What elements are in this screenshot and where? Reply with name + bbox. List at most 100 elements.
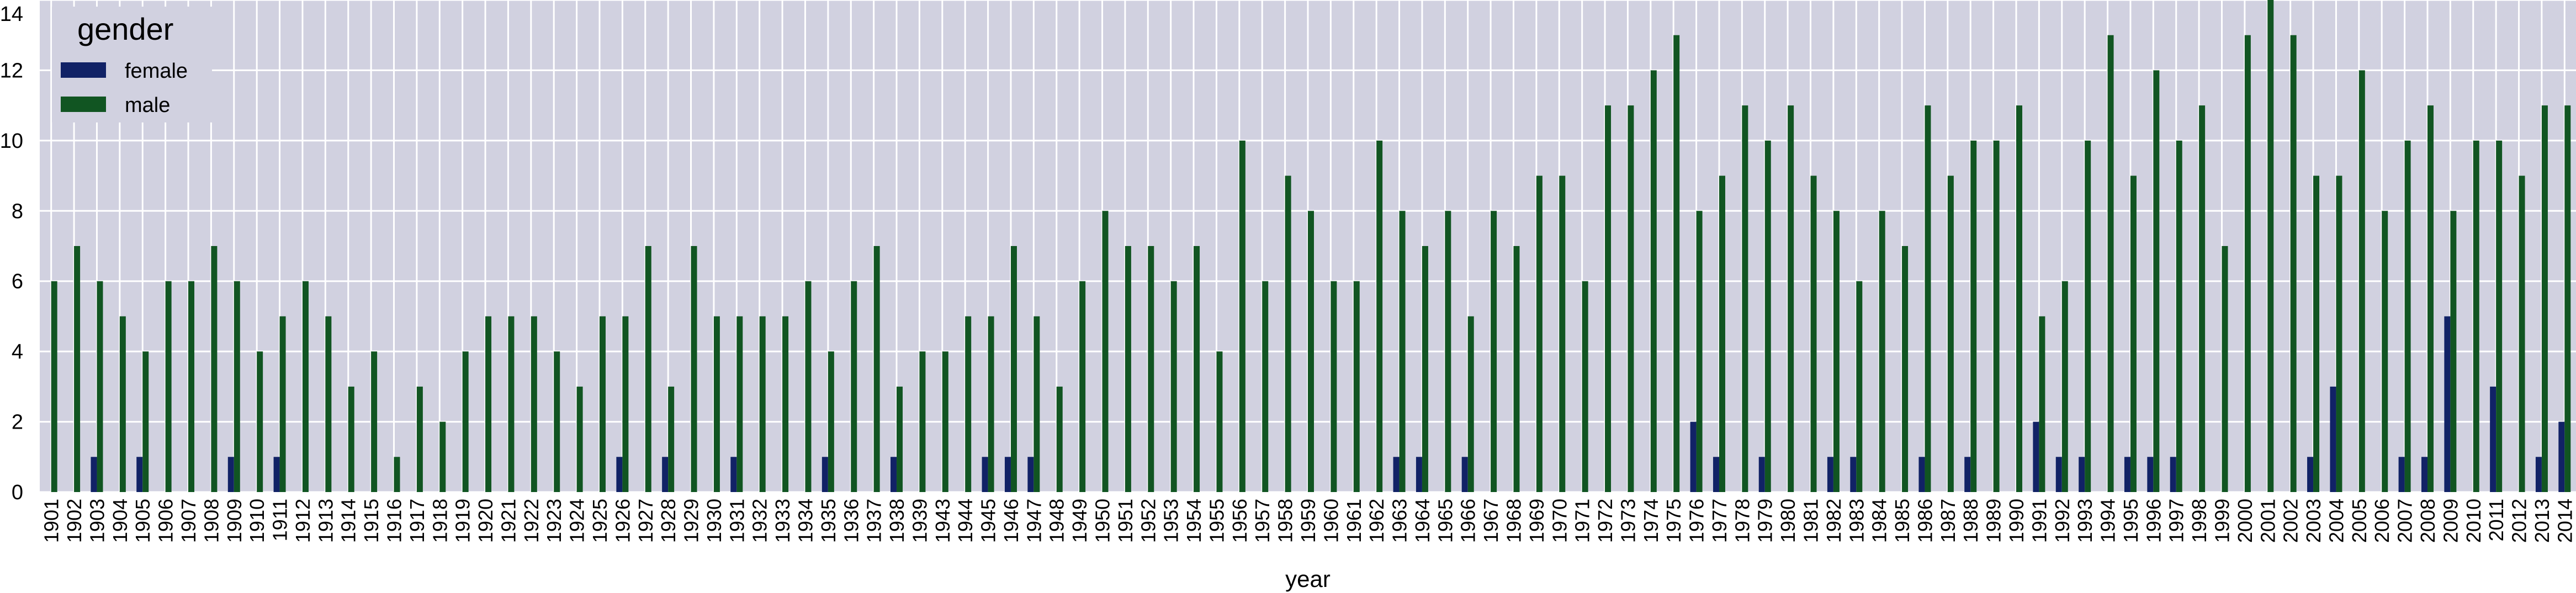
bar-male-2001 [2267,0,2274,492]
x-tick-label: 1991 [2028,499,2050,543]
x-tick-label: 1977 [1708,499,1731,543]
x-tick-label: 1918 [428,499,451,543]
x-tick-label: 1945 [977,499,1000,543]
x-tick-label: 1933 [771,499,794,543]
bar-male-1905 [142,351,149,492]
x-tick-label: 1957 [1251,499,1274,543]
x-tick-label: 1966 [1457,499,1480,543]
bar-female-1945 [982,457,988,492]
bar-male-1969 [1536,175,1543,493]
bar-male-1901 [51,281,57,492]
legend-title: gender [77,12,173,46]
x-axis-label: year [1285,566,1331,592]
x-tick-label: 1955 [1205,499,1228,543]
x-tick-label: 1932 [749,499,771,543]
bar-male-1935 [828,351,834,492]
x-tick-label: 1996 [2142,499,2165,543]
x-tick-label: 1921 [497,499,520,543]
bar-male-1928 [668,386,675,492]
x-tick-label: 1975 [1662,499,1685,543]
x-tick-label: 1935 [817,499,840,543]
bar-male-2003 [2313,175,2320,493]
bar-male-1903 [97,281,103,492]
bar-male-1943 [942,351,948,492]
x-tick-label: 1926 [611,499,634,543]
bar-male-1937 [873,246,880,492]
bar-female-1986 [1918,457,1925,492]
bar-female-1996 [2147,457,2154,492]
x-tick-label: 1906 [155,499,177,543]
x-tick-label: 2007 [2394,499,2416,543]
x-tick-label: 1988 [1959,499,1982,543]
x-tick-label: 1920 [474,499,497,543]
x-tick-label: 1990 [2005,499,2028,543]
x-tick-label: 1954 [1183,499,1205,543]
bar-male-1984 [1879,211,1885,492]
x-tick-label: 2013 [2531,499,2553,543]
bar-male-1936 [851,281,857,492]
x-tick-label: 1908 [200,499,222,543]
x-tick-label: 1915 [360,499,383,543]
bar-male-1948 [1056,386,1063,492]
bar-male-1915 [371,351,378,492]
legend: gender female male [52,7,212,122]
bar-male-1968 [1513,246,1520,492]
y-tick-label: 14 [0,3,23,26]
bar-male-1926 [622,316,629,492]
x-tick-label: 1907 [177,499,200,543]
x-tick-label: 1986 [1914,499,1936,543]
bar-male-1975 [1673,35,1680,492]
bar-female-1997 [2170,457,2176,492]
bar-male-1913 [325,316,332,492]
x-tick-label: 1950 [1091,499,1114,543]
bar-female-2011 [2490,386,2497,492]
x-tick-label: 2006 [2371,499,2393,543]
x-tick-label: 1905 [131,499,154,543]
bar-male-1999 [2222,246,2228,492]
bar-male-1918 [439,421,446,492]
x-tick-label: 1973 [1616,499,1639,543]
x-tick-label: 1979 [1754,499,1777,543]
x-tick-label: 1985 [1891,499,1914,543]
x-tick-label: 1903 [86,499,108,543]
bar-male-2004 [2336,175,2342,493]
x-tick-label: 1976 [1685,499,1708,543]
y-tick-label: 12 [0,59,23,82]
bar-male-1995 [2130,175,2137,493]
legend-label-male: male [125,94,170,117]
x-tick-label: 1961 [1343,499,1365,543]
bar-male-1991 [2039,316,2045,492]
x-tick-label: 2012 [2508,499,2531,543]
bar-male-1979 [1764,140,1771,492]
bar-male-1932 [759,316,766,492]
x-tick-label: 1917 [406,499,428,543]
bar-male-2009 [2450,211,2457,492]
bar-female-2008 [2421,457,2427,492]
bar-female-1909 [227,457,234,492]
x-tick-label: 1958 [1274,499,1297,543]
bar-male-2002 [2290,35,2297,492]
bar-male-1972 [1605,105,1612,493]
bar-male-1906 [165,281,172,492]
x-tick-label: 1982 [1822,499,1845,543]
bar-male-1965 [1445,211,1451,492]
bar-male-1939 [919,351,926,492]
x-tick-label: 1939 [908,499,931,543]
x-tick-label: 1902 [63,499,86,543]
bar-male-1912 [302,281,309,492]
y-axis-ticks: 0 2 4 6 8 10 12 14 [0,3,23,504]
x-tick-label: 2005 [2348,499,2371,543]
bar-male-1924 [576,386,583,492]
bar-female-2003 [2307,457,2314,492]
bar-male-1953 [1170,281,1177,492]
bar-male-1989 [1993,140,2000,492]
x-tick-label: 1919 [452,499,474,543]
x-tick-label: 1910 [246,499,268,543]
x-tick-label: 1962 [1365,499,1388,543]
bar-female-1993 [2079,457,2085,492]
bar-male-1981 [1810,175,1817,493]
bar-male-1949 [1079,281,1086,492]
bar-female-1963 [1393,457,1400,492]
x-tick-label: 1923 [543,499,565,543]
bar-male-1994 [2107,35,2114,492]
